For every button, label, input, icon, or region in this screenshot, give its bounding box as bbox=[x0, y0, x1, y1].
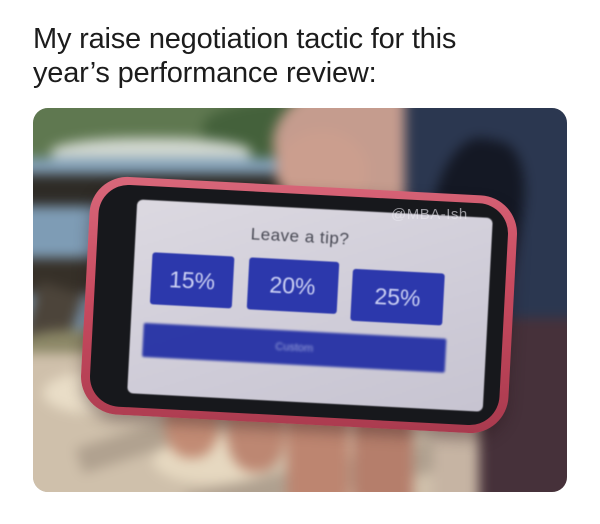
tip-prompt: Leave a tip? bbox=[250, 224, 350, 249]
tip-25-button: 25% bbox=[350, 268, 445, 326]
tip-options-row: 15% 20% 25% bbox=[145, 252, 451, 326]
watermark: @MBA-Ish bbox=[391, 206, 468, 223]
meme-photo: Leave a tip? 15% 20% 25% Custom @MBA-Ish bbox=[33, 108, 567, 492]
phone-screen: Leave a tip? 15% 20% 25% Custom bbox=[127, 199, 493, 412]
caption-line-1: My raise negotiation tactic for this bbox=[33, 23, 457, 55]
tip-screen: Leave a tip? 15% 20% 25% Custom bbox=[140, 200, 453, 410]
custom-tip-button: Custom bbox=[142, 322, 447, 373]
caption-line-2: year’s performance review: bbox=[33, 57, 377, 89]
meme-caption: My raise negotiation tactic for this yea… bbox=[33, 22, 578, 90]
tip-20-button: 20% bbox=[246, 257, 339, 314]
tip-15-button: 15% bbox=[149, 252, 235, 309]
